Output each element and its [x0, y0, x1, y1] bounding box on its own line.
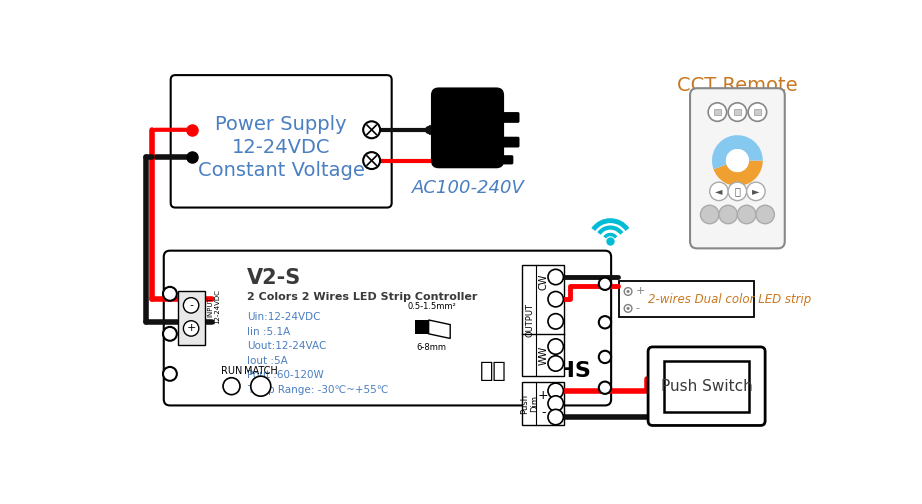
Text: Uout:12-24VAC: Uout:12-24VAC	[247, 341, 326, 351]
Circle shape	[163, 287, 177, 301]
FancyBboxPatch shape	[690, 88, 785, 248]
Circle shape	[548, 291, 563, 307]
Circle shape	[598, 278, 611, 290]
Circle shape	[363, 121, 380, 138]
Circle shape	[627, 290, 630, 293]
Circle shape	[598, 316, 611, 329]
Text: MATCH: MATCH	[244, 366, 278, 376]
Text: Temp Range: -30℃~+55℃: Temp Range: -30℃~+55℃	[247, 385, 388, 395]
Text: AC100-240V: AC100-240V	[411, 178, 525, 197]
Wedge shape	[712, 135, 762, 169]
Text: Push
Dim: Push Dim	[520, 394, 539, 414]
Text: 0.5-1.5mm²: 0.5-1.5mm²	[408, 302, 456, 311]
FancyBboxPatch shape	[648, 347, 765, 425]
Circle shape	[598, 382, 611, 394]
Text: +: +	[538, 389, 549, 402]
Circle shape	[163, 367, 177, 381]
Circle shape	[756, 205, 774, 224]
Circle shape	[183, 321, 199, 336]
Circle shape	[710, 182, 728, 201]
Circle shape	[183, 298, 199, 313]
Circle shape	[223, 377, 240, 395]
Text: ⏻: ⏻	[735, 186, 740, 197]
Text: Pout :60-120W: Pout :60-120W	[247, 370, 324, 381]
Text: 12-24VDC: 12-24VDC	[232, 138, 330, 157]
Bar	[734, 109, 741, 115]
Text: Constant Voltage: Constant Voltage	[197, 161, 364, 180]
Circle shape	[728, 103, 747, 121]
Text: ⒸⒺ: ⒸⒺ	[480, 361, 507, 381]
FancyBboxPatch shape	[495, 155, 514, 164]
Text: 2-wires Dual color LED strip: 2-wires Dual color LED strip	[648, 293, 811, 306]
Text: CCT Remote: CCT Remote	[677, 77, 798, 95]
Circle shape	[548, 269, 563, 285]
Circle shape	[251, 376, 271, 396]
Circle shape	[363, 152, 380, 169]
Text: Iout :5A: Iout :5A	[247, 356, 288, 366]
Text: +: +	[186, 324, 195, 334]
Text: RoHS: RoHS	[524, 361, 591, 381]
Text: INPUT
12-24VDC: INPUT 12-24VDC	[207, 289, 220, 324]
Text: 6-8mm: 6-8mm	[417, 343, 447, 352]
Text: -: -	[189, 300, 193, 310]
Polygon shape	[429, 320, 450, 339]
Circle shape	[548, 356, 563, 371]
FancyBboxPatch shape	[495, 137, 519, 148]
Circle shape	[548, 409, 563, 425]
Text: Power Supply: Power Supply	[216, 115, 347, 134]
Text: RUN: RUN	[221, 366, 242, 376]
Circle shape	[624, 304, 632, 312]
Circle shape	[738, 205, 756, 224]
Text: Uin:12-24VDC: Uin:12-24VDC	[247, 312, 321, 322]
Text: ◄: ◄	[715, 186, 723, 197]
Circle shape	[728, 182, 747, 201]
Circle shape	[627, 307, 630, 310]
Text: ►: ►	[752, 186, 760, 197]
Circle shape	[719, 205, 738, 224]
Wedge shape	[714, 161, 762, 186]
Circle shape	[598, 351, 611, 363]
Text: -: -	[541, 406, 546, 419]
Circle shape	[708, 103, 727, 121]
Circle shape	[548, 339, 563, 354]
Text: Iin :5.1A: Iin :5.1A	[247, 327, 290, 337]
Circle shape	[548, 383, 563, 399]
FancyBboxPatch shape	[431, 87, 504, 168]
Circle shape	[748, 103, 767, 121]
Text: OUTPUT: OUTPUT	[525, 303, 534, 337]
Bar	[522, 265, 564, 376]
Bar	[178, 291, 205, 345]
Circle shape	[701, 205, 719, 224]
Bar	[753, 109, 762, 115]
FancyBboxPatch shape	[164, 250, 611, 405]
Bar	[415, 320, 429, 334]
FancyBboxPatch shape	[171, 75, 392, 208]
Circle shape	[163, 327, 177, 341]
Text: -: -	[636, 303, 640, 313]
Circle shape	[747, 182, 765, 201]
Circle shape	[548, 313, 563, 329]
Text: CW: CW	[538, 274, 549, 290]
FancyBboxPatch shape	[495, 112, 519, 123]
Text: WW: WW	[538, 345, 549, 364]
Bar	[619, 281, 753, 317]
Text: +: +	[636, 286, 645, 296]
Circle shape	[548, 396, 563, 411]
Text: Push Switch: Push Switch	[661, 379, 752, 394]
Text: V2-S: V2-S	[247, 269, 301, 288]
Circle shape	[624, 288, 632, 295]
Circle shape	[726, 149, 749, 172]
Bar	[714, 109, 721, 115]
Bar	[664, 361, 749, 412]
Bar	[522, 383, 564, 425]
Text: 2 Colors 2 Wires LED Strip Controller: 2 Colors 2 Wires LED Strip Controller	[247, 292, 478, 302]
